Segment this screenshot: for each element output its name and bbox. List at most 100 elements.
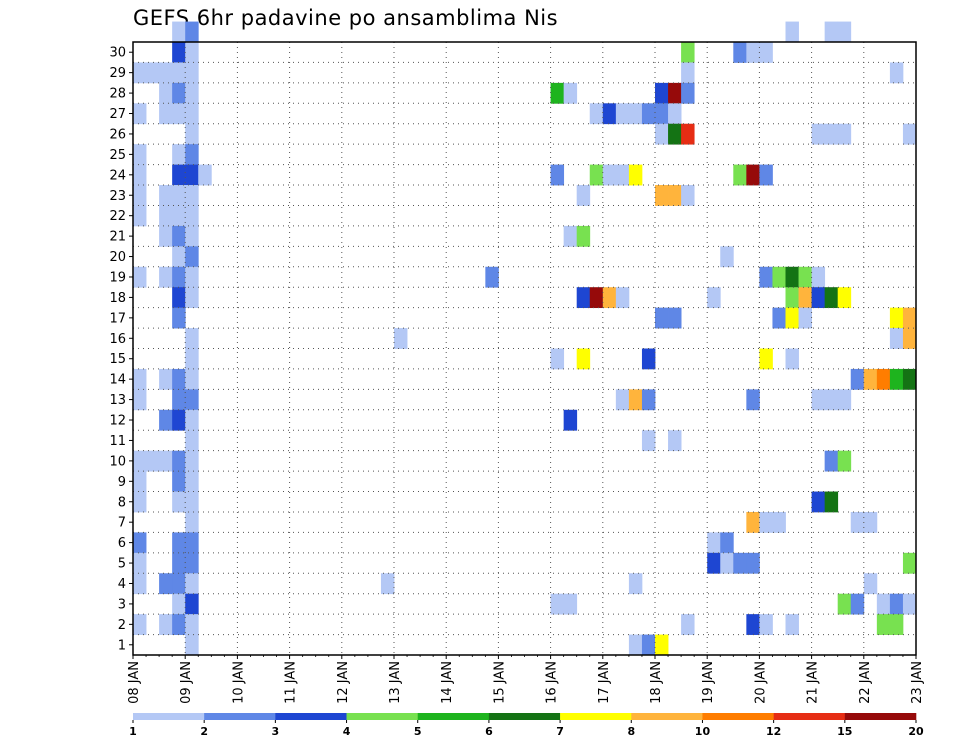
heatmap-cell xyxy=(185,225,199,247)
y-tick-label: 13 xyxy=(109,393,126,408)
heatmap-cell xyxy=(185,287,199,309)
heatmap-cell xyxy=(902,593,917,615)
heatmap-cell xyxy=(563,82,578,104)
heatmap-cell xyxy=(759,511,773,533)
heatmap-cell xyxy=(824,491,839,513)
heatmap-cell xyxy=(628,389,643,411)
y-tick-label: 17 xyxy=(109,311,126,326)
heatmap-cell xyxy=(772,307,786,329)
y-tick-label: 18 xyxy=(109,291,126,306)
heatmap-cell xyxy=(707,552,721,574)
heatmap-cell xyxy=(550,593,565,615)
x-tick-label: 20 JAN xyxy=(753,661,768,704)
chart-title: GEFS 6hr padavine po ansamblima Nis xyxy=(133,6,559,30)
heatmap-cell xyxy=(133,614,147,635)
colorbar-label: 1 xyxy=(129,725,137,738)
heatmap-cell xyxy=(824,21,839,43)
heatmap-cell xyxy=(133,164,147,186)
heatmap-cell xyxy=(889,614,904,635)
heatmap-cell xyxy=(837,287,852,309)
x-tick-label: 22 JAN xyxy=(858,661,873,704)
colorbar-label: 2 xyxy=(200,725,208,738)
heatmap-cell xyxy=(172,614,186,635)
heatmap-cell xyxy=(615,389,630,411)
heatmap-cell xyxy=(602,164,617,186)
colorbar-swatch xyxy=(560,713,632,720)
heatmap-cell xyxy=(550,164,565,186)
heatmap-cell xyxy=(733,42,747,63)
colorbar-label: 7 xyxy=(556,725,564,738)
heatmap-cell xyxy=(641,430,656,452)
heatmap-cell xyxy=(576,225,591,247)
heatmap-cell xyxy=(681,185,695,206)
heatmap-cell xyxy=(185,409,199,431)
heatmap-cell xyxy=(563,409,578,431)
heatmap-cell xyxy=(133,471,147,492)
heatmap-cell xyxy=(668,103,682,125)
heatmap-cell xyxy=(563,593,578,615)
heatmap-cell xyxy=(668,82,682,104)
heatmap-cell xyxy=(133,103,147,125)
y-tick-label: 15 xyxy=(109,352,126,367)
heatmap-cell xyxy=(889,368,904,390)
heatmap-cell xyxy=(746,511,760,533)
y-tick-label: 10 xyxy=(109,454,126,469)
colorbar-swatch xyxy=(204,713,276,720)
heatmap-cell xyxy=(185,491,199,513)
heatmap-cell xyxy=(746,42,760,63)
heatmap-cell xyxy=(811,123,826,145)
heatmap-cell xyxy=(185,42,199,63)
heatmap-cell xyxy=(133,450,147,472)
heatmap-cell xyxy=(550,348,565,370)
heatmap-cell xyxy=(902,307,917,329)
x-tick-label: 17 JAN xyxy=(597,661,612,704)
y-tick-label: 22 xyxy=(109,209,126,224)
colorbar-swatch xyxy=(488,713,561,720)
heatmap-cell xyxy=(889,328,904,349)
heatmap-cell xyxy=(394,328,408,349)
heatmap-cell xyxy=(615,287,630,309)
heatmap-cell xyxy=(172,287,186,309)
heatmap-cell xyxy=(185,123,199,145)
heatmap-cell xyxy=(172,491,186,513)
y-tick-label: 1 xyxy=(118,638,126,653)
heatmap-cell xyxy=(785,614,799,635)
x-tick-label: 15 JAN xyxy=(492,661,507,704)
heatmap-cell xyxy=(159,266,173,288)
heatmap-cell xyxy=(746,389,760,411)
heatmap-cell xyxy=(159,82,173,104)
colorbar-swatch xyxy=(275,713,347,720)
heatmap-cell xyxy=(772,511,786,533)
heatmap-cell xyxy=(902,368,917,390)
heatmap-cell xyxy=(785,307,799,329)
heatmap-cell xyxy=(720,246,734,268)
heatmap-cell xyxy=(172,368,186,390)
heatmap-cell xyxy=(707,287,721,309)
heatmap-cell xyxy=(159,409,173,431)
heatmap-cell xyxy=(159,573,173,595)
heatmap-cell xyxy=(746,614,760,635)
heatmap-cell xyxy=(655,185,669,206)
heatmap-cell xyxy=(641,389,656,411)
y-tick-label: 20 xyxy=(109,250,126,265)
heatmap-cell xyxy=(785,21,799,43)
heatmap-cell xyxy=(159,62,173,84)
heatmap-cell xyxy=(902,552,917,574)
heatmap-cell xyxy=(720,552,734,574)
y-tick-label: 23 xyxy=(109,189,126,204)
heatmap-cell xyxy=(628,164,643,186)
heatmap-cell xyxy=(837,21,852,43)
heatmap-cell xyxy=(185,511,199,533)
heatmap-cell xyxy=(850,511,865,533)
heatmap-cell xyxy=(172,42,186,63)
heatmap-cell xyxy=(172,185,186,206)
heatmap-cell xyxy=(785,266,799,288)
x-tick-label: 19 JAN xyxy=(701,661,716,704)
x-tick-label: 08 JAN xyxy=(127,661,142,704)
y-tick-label: 7 xyxy=(118,516,126,531)
heatmap-cell xyxy=(185,103,199,125)
heatmap-cell xyxy=(550,82,565,104)
heatmap-cell xyxy=(172,246,186,268)
heatmap-cell xyxy=(172,307,186,329)
heatmap-cell xyxy=(837,123,852,145)
